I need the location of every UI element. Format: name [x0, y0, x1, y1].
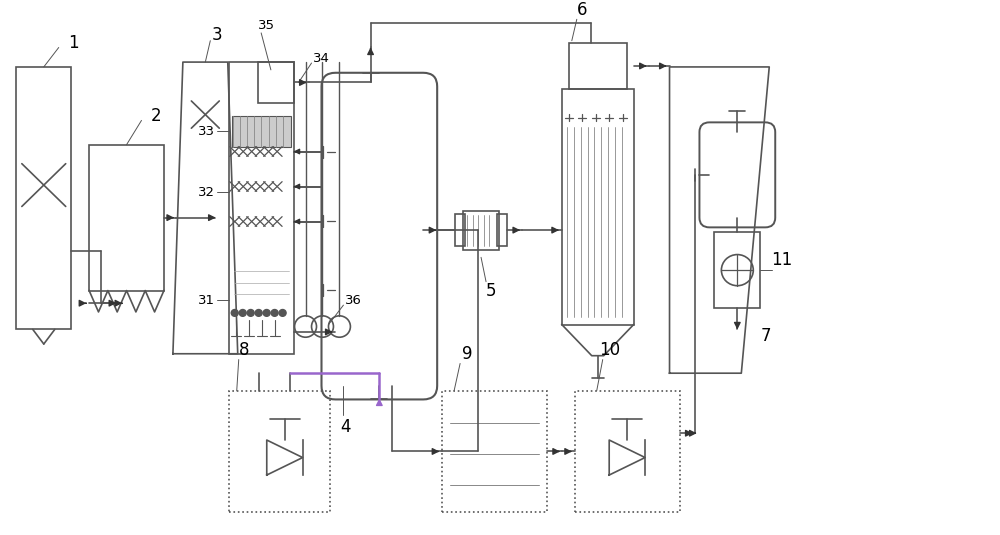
Bar	[562, 89, 634, 325]
Text: 36: 36	[345, 294, 362, 307]
Text: 4: 4	[340, 418, 351, 435]
Text: 7: 7	[761, 327, 772, 345]
Circle shape	[247, 310, 254, 316]
Text: 35: 35	[258, 19, 275, 32]
Bar	[455, 214, 465, 247]
Circle shape	[231, 310, 238, 316]
Circle shape	[271, 310, 278, 316]
Bar	[232, 116, 291, 147]
Bar	[229, 391, 330, 512]
Text: 2: 2	[151, 106, 162, 125]
Bar	[569, 43, 627, 89]
Bar	[463, 211, 499, 249]
Bar	[258, 62, 294, 103]
Text: 8: 8	[238, 341, 249, 359]
Text: 1: 1	[68, 34, 79, 52]
Text: 10: 10	[599, 341, 620, 359]
Text: 33: 33	[198, 125, 215, 137]
Bar	[442, 391, 547, 512]
Bar	[575, 391, 680, 512]
Bar	[16, 67, 71, 330]
Text: 32: 32	[198, 186, 215, 199]
Text: 34: 34	[313, 52, 330, 65]
Text: 11: 11	[772, 251, 793, 270]
Text: 31: 31	[198, 294, 215, 307]
Circle shape	[279, 310, 286, 316]
Bar	[229, 62, 294, 354]
Bar	[89, 145, 164, 291]
Text: 3: 3	[212, 26, 223, 44]
Bar	[497, 214, 507, 247]
Text: 9: 9	[462, 345, 472, 363]
Text: 5: 5	[486, 282, 496, 300]
Circle shape	[239, 310, 246, 316]
Circle shape	[255, 310, 262, 316]
Circle shape	[263, 310, 270, 316]
Bar	[714, 232, 760, 308]
Text: 6: 6	[577, 1, 587, 19]
